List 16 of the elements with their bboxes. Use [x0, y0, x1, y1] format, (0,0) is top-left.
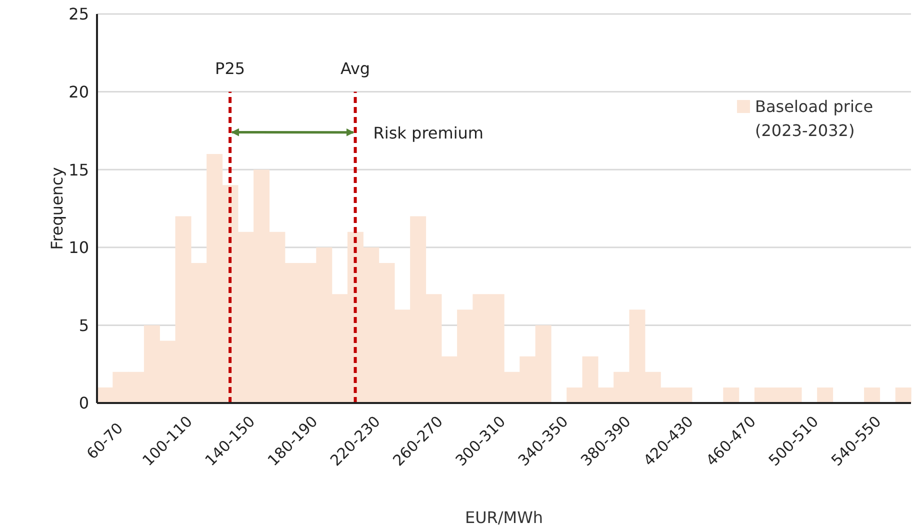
ref-line-label: Avg: [340, 58, 370, 78]
x-axis-title: EUR/MWh: [464, 508, 544, 525]
legend-label: Baseload price (2023-2032): [755, 96, 874, 142]
y-axis-title: Frequency: [48, 167, 67, 250]
bar: [723, 387, 740, 403]
y-tick-label: 5: [78, 316, 89, 335]
y-tick-label: 15: [68, 160, 89, 180]
bar: [895, 387, 912, 403]
bar: [864, 387, 880, 403]
y-tick-label: 25: [68, 4, 89, 24]
y-tick-label: 20: [68, 82, 89, 102]
ref-line-label: P25: [215, 58, 246, 78]
y-tick-label: 10: [68, 238, 89, 258]
bar: [817, 387, 834, 403]
annotation: Risk premium: [373, 123, 484, 142]
y-tick-label: 0: [78, 394, 89, 413]
